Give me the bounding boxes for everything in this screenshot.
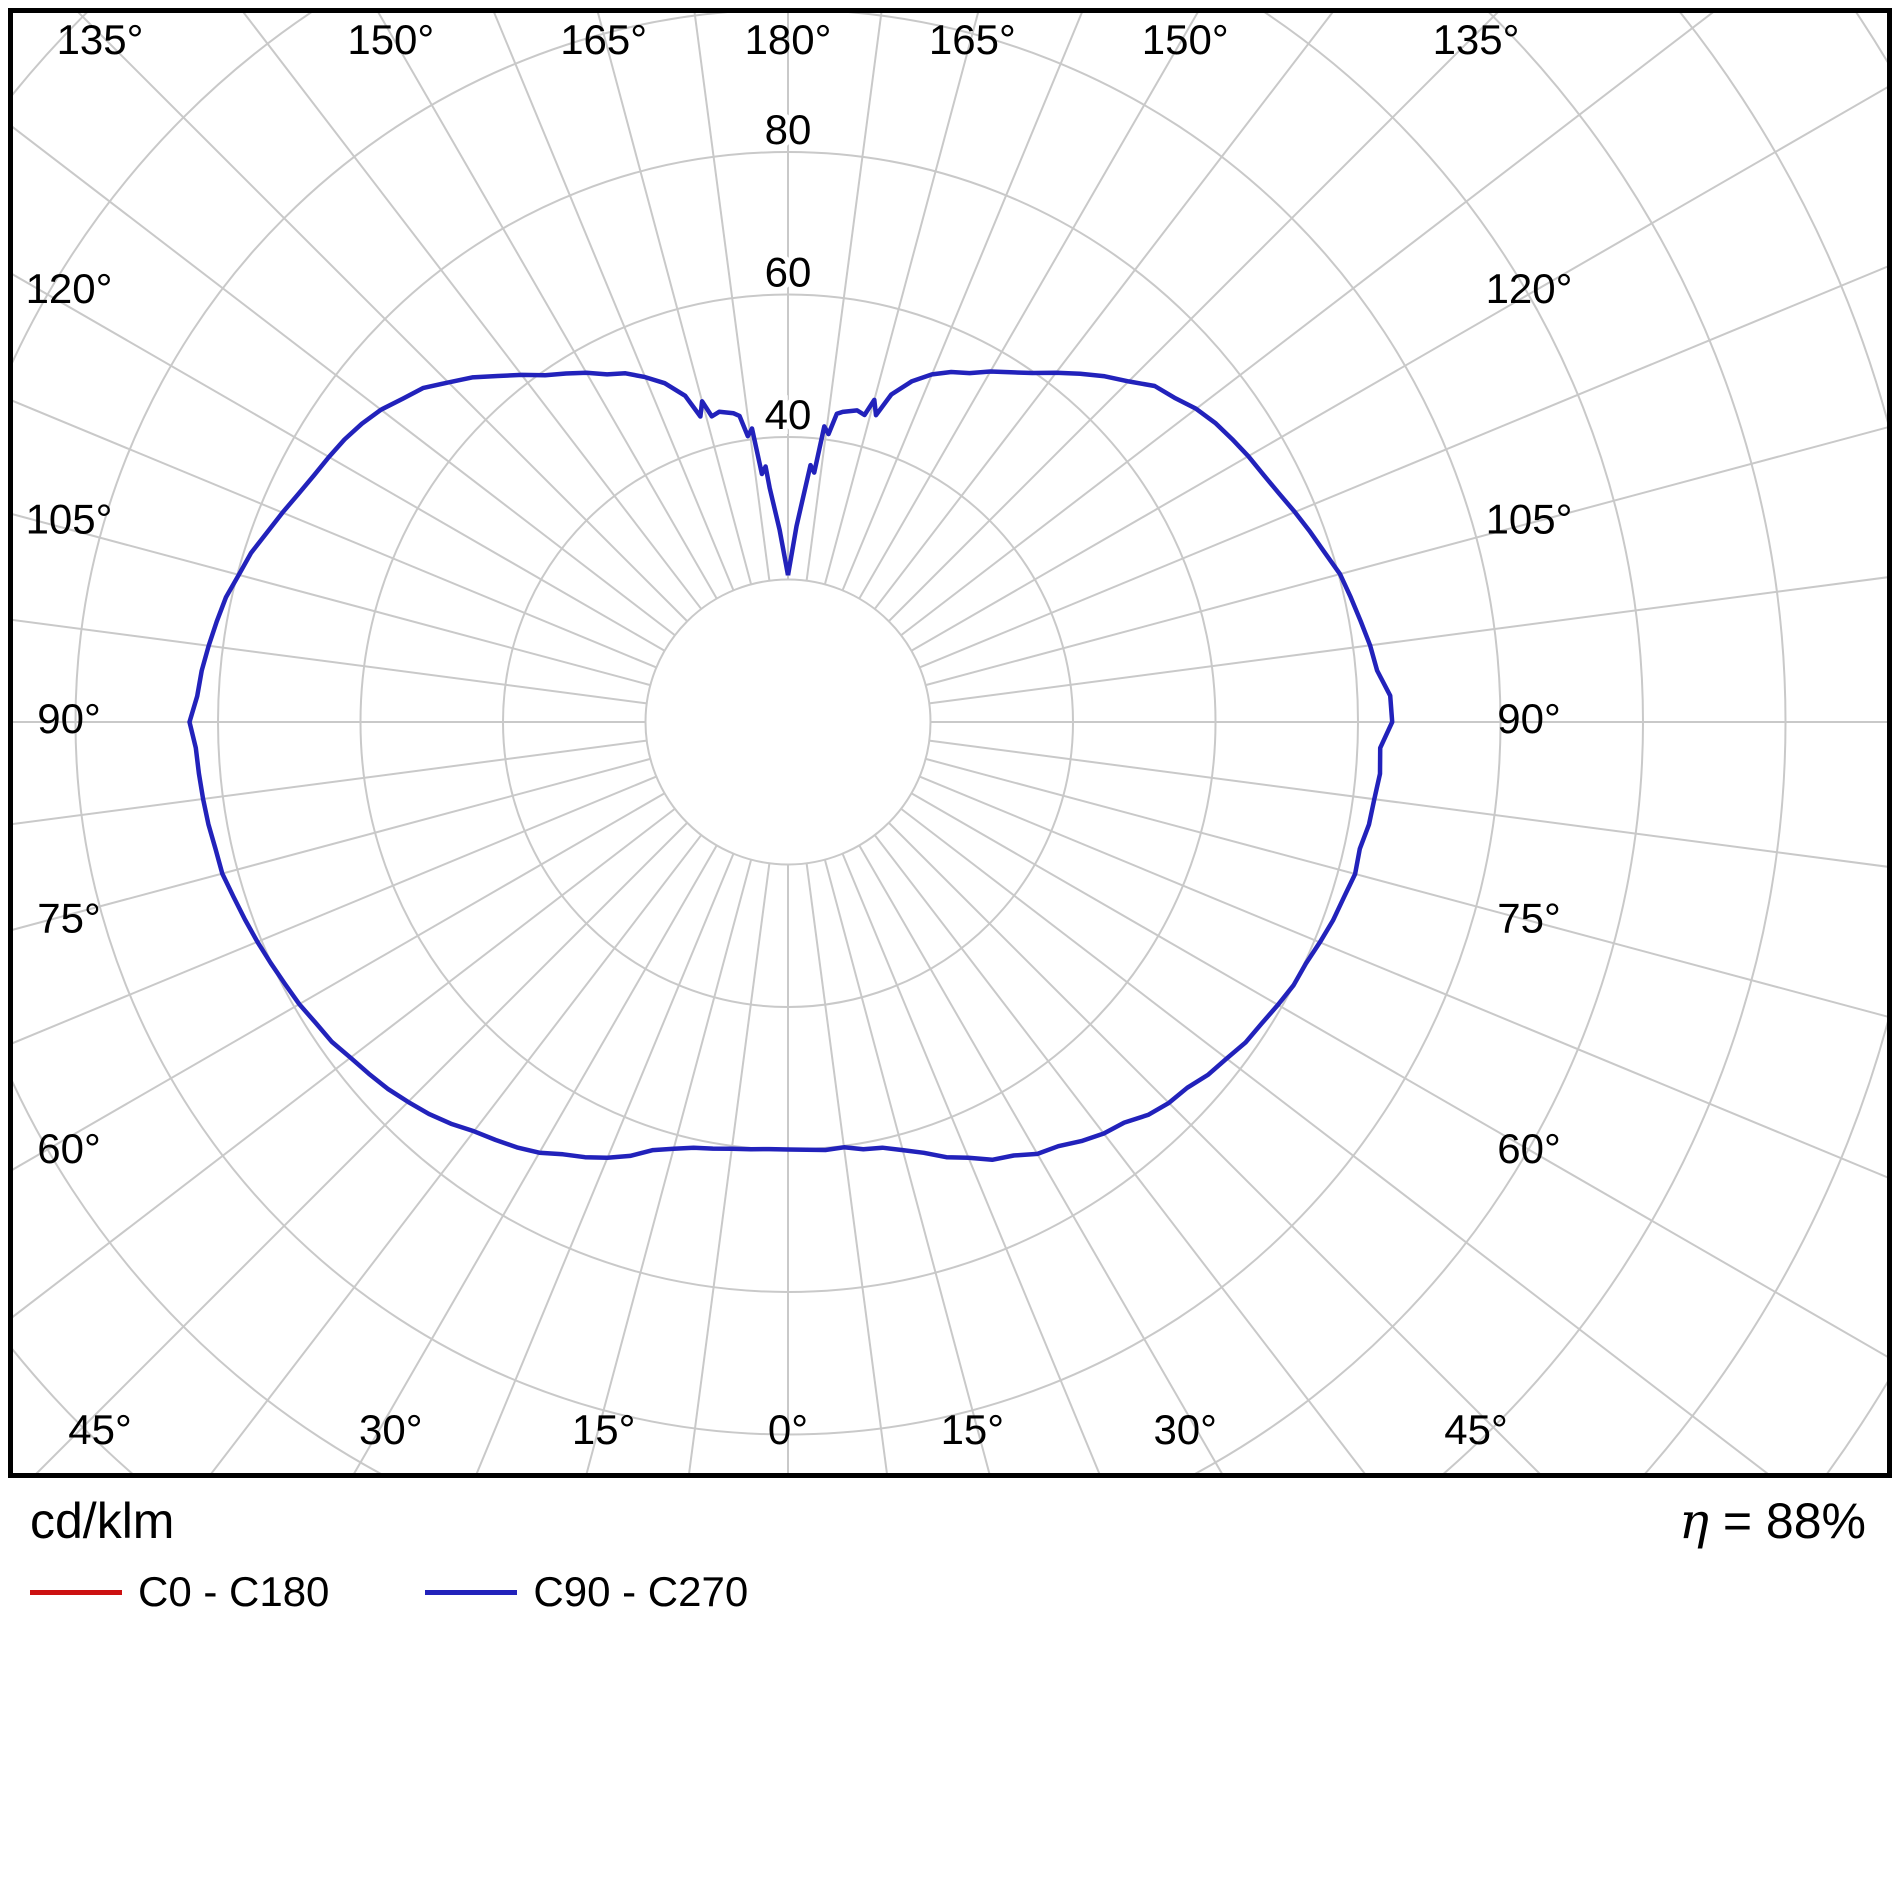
c90-c270-label: C90 - C270 [533, 1568, 749, 1615]
grid-spoke [13, 739, 647, 826]
grid-spoke [910, 86, 1887, 652]
grid-spoke [919, 775, 1887, 1179]
grid-spoke [925, 757, 1887, 1018]
grid-circle [13, 13, 1787, 1473]
grid-spoke [493, 13, 735, 591]
grid-spoke [858, 13, 1199, 600]
grid-spoke [688, 863, 771, 1473]
grid-spoke [823, 13, 980, 585]
efficiency-value: = 88% [1708, 1493, 1866, 1549]
grid-spoke [353, 844, 718, 1473]
grid-spoke [925, 426, 1887, 687]
grid-spoke [242, 13, 703, 610]
grid-spoke [210, 834, 703, 1473]
grid-spoke [919, 265, 1887, 669]
angle-label: 60° [37, 1125, 101, 1172]
grid-spoke [13, 757, 651, 931]
polar-diagram: 15° 15° 30° 30° 45° 45° 60° 60° 75° 75° 90° 90° 105°… [8, 8, 1892, 1478]
c0-c180-label: C0 - C180 [138, 1568, 330, 1615]
angle-label: 105° [1486, 495, 1573, 542]
angle-label: 120° [1486, 265, 1573, 312]
angle-label: 75° [1497, 895, 1561, 942]
grid-spoke [585, 859, 753, 1473]
angle-label: 75° [37, 895, 101, 942]
grid-spoke [873, 834, 1366, 1473]
grid-spoke [929, 576, 1887, 705]
angle-label: 135° [57, 16, 144, 63]
eta-symbol: η [1678, 1492, 1709, 1550]
radial-tick-label: 80 [765, 106, 812, 153]
angle-label: 45° [68, 1406, 132, 1453]
grid-circle [644, 578, 932, 866]
grid-spoke [13, 807, 676, 1318]
angle-label: 30° [1153, 1406, 1217, 1453]
unit-label: cd/klm [30, 1493, 175, 1549]
angle-label: 150° [1142, 16, 1229, 63]
grid-spoke [13, 775, 657, 1045]
grid-spoke [805, 863, 888, 1473]
angle-label: 105° [26, 495, 113, 542]
grid-spoke [873, 13, 1334, 610]
grid-spoke [13, 126, 676, 637]
angle-label: 60° [1497, 1125, 1561, 1172]
grid-spoke [13, 399, 657, 669]
angle-label: 90° [37, 695, 101, 742]
legend-item-c90-c270: C90 - C270 [425, 1568, 748, 1616]
angle-label: 15° [572, 1406, 636, 1453]
c0-c180-line-swatch [30, 1589, 122, 1595]
c90-c270-line-swatch [425, 1589, 518, 1595]
grid-spoke [929, 739, 1887, 868]
c90-c270-curve [187, 369, 1395, 1163]
grid-spoke [900, 13, 1714, 637]
legend-item-c0-c180: C0 - C180 [30, 1568, 329, 1616]
radial-tick-label: 60 [765, 249, 812, 296]
angle-label: 30° [359, 1406, 423, 1453]
grid-spoke [858, 844, 1223, 1473]
grid-spoke [13, 618, 647, 705]
grid-spoke [13, 273, 666, 652]
angle-label: 45° [1444, 1406, 1508, 1453]
angle-label: 0° [768, 1406, 808, 1453]
footer: cd/klm η = 88% [0, 1492, 1900, 1556]
grid-spoke [13, 792, 666, 1171]
grid-spoke [900, 807, 1769, 1473]
polar-chart-svg: 15° 15° 30° 30° 45° 45° 60° 60° 75° 75° 90° 90° 105°… [13, 13, 1887, 1473]
angle-label: 150° [347, 16, 434, 63]
grid-spoke [888, 13, 1499, 622]
grid-spoke [888, 822, 1541, 1473]
grid-spoke [377, 13, 718, 600]
grid-spoke [805, 13, 883, 581]
grid-spoke [475, 853, 735, 1473]
angle-label: 15° [941, 1406, 1005, 1453]
radial-tick-label: 40 [765, 391, 812, 438]
grid-spoke [77, 13, 688, 622]
legend: C0 - C180 C90 - C270 [30, 1568, 844, 1616]
angle-label: 165° [560, 16, 647, 63]
angle-label: 90° [1497, 695, 1561, 742]
grid-spoke [693, 13, 771, 581]
grid-spoke [910, 792, 1887, 1358]
grid-spoke [823, 859, 991, 1473]
grid-spoke [841, 853, 1101, 1473]
grid-spoke [841, 13, 1083, 591]
grid-spoke [13, 513, 651, 687]
grid-circle [13, 13, 1644, 1473]
angle-label: 165° [929, 16, 1016, 63]
grid-spoke [596, 13, 753, 585]
angle-label: 180° [745, 16, 832, 63]
angle-label: 120° [26, 265, 113, 312]
angle-label: 135° [1433, 16, 1520, 63]
grid-spoke [35, 822, 688, 1473]
efficiency-label: η = 88% [1679, 1492, 1866, 1550]
